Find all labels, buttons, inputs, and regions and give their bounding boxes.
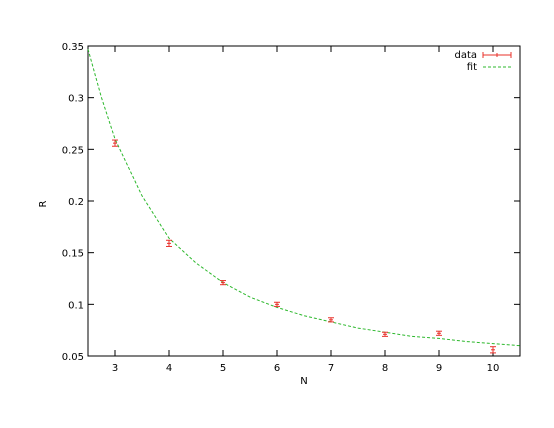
y-tick-label: 0.05 [62, 352, 84, 363]
legend: data fit [454, 50, 512, 73]
y-axis-title: R [38, 200, 49, 207]
fit-curve [87, 48, 521, 347]
ticks: 3 4 5 6 7 8 9 10 0.05 0.1 0.15 0.2 0.25 0.3 0.35 [62, 42, 520, 374]
data-point [382, 331, 388, 337]
data-point [166, 239, 172, 247]
data-point [274, 301, 280, 307]
x-tick-label: 7 [328, 363, 334, 374]
plot-frame [87, 45, 521, 357]
x-tick-label: 10 [487, 363, 500, 374]
legend-label-data: data [454, 50, 477, 61]
x-tick-label: 8 [382, 363, 388, 374]
x-tick-label: 4 [166, 363, 172, 374]
data-point [490, 346, 496, 354]
data-point [112, 139, 118, 147]
data-layer [112, 139, 496, 354]
y-tick-label: 0.25 [62, 145, 84, 156]
y-tick-label: 0.35 [62, 42, 84, 53]
x-tick-label: 6 [274, 363, 280, 374]
x-tick-label: 5 [220, 363, 226, 374]
y-tick-label: 0.2 [68, 197, 84, 208]
fit-layer [87, 48, 521, 347]
data-point [328, 317, 334, 323]
y-tick-label: 0.1 [68, 300, 84, 311]
x-tick-label: 3 [112, 363, 118, 374]
x-axis-title: N [300, 376, 307, 387]
y-tick-label: 0.3 [68, 94, 84, 105]
y-tick-label: 0.15 [62, 249, 84, 260]
x-tick-label: 9 [436, 363, 442, 374]
legend-label-fit: fit [467, 62, 477, 73]
data-point [436, 330, 442, 336]
legend-swatch-data [482, 52, 512, 58]
data-point [220, 280, 226, 286]
